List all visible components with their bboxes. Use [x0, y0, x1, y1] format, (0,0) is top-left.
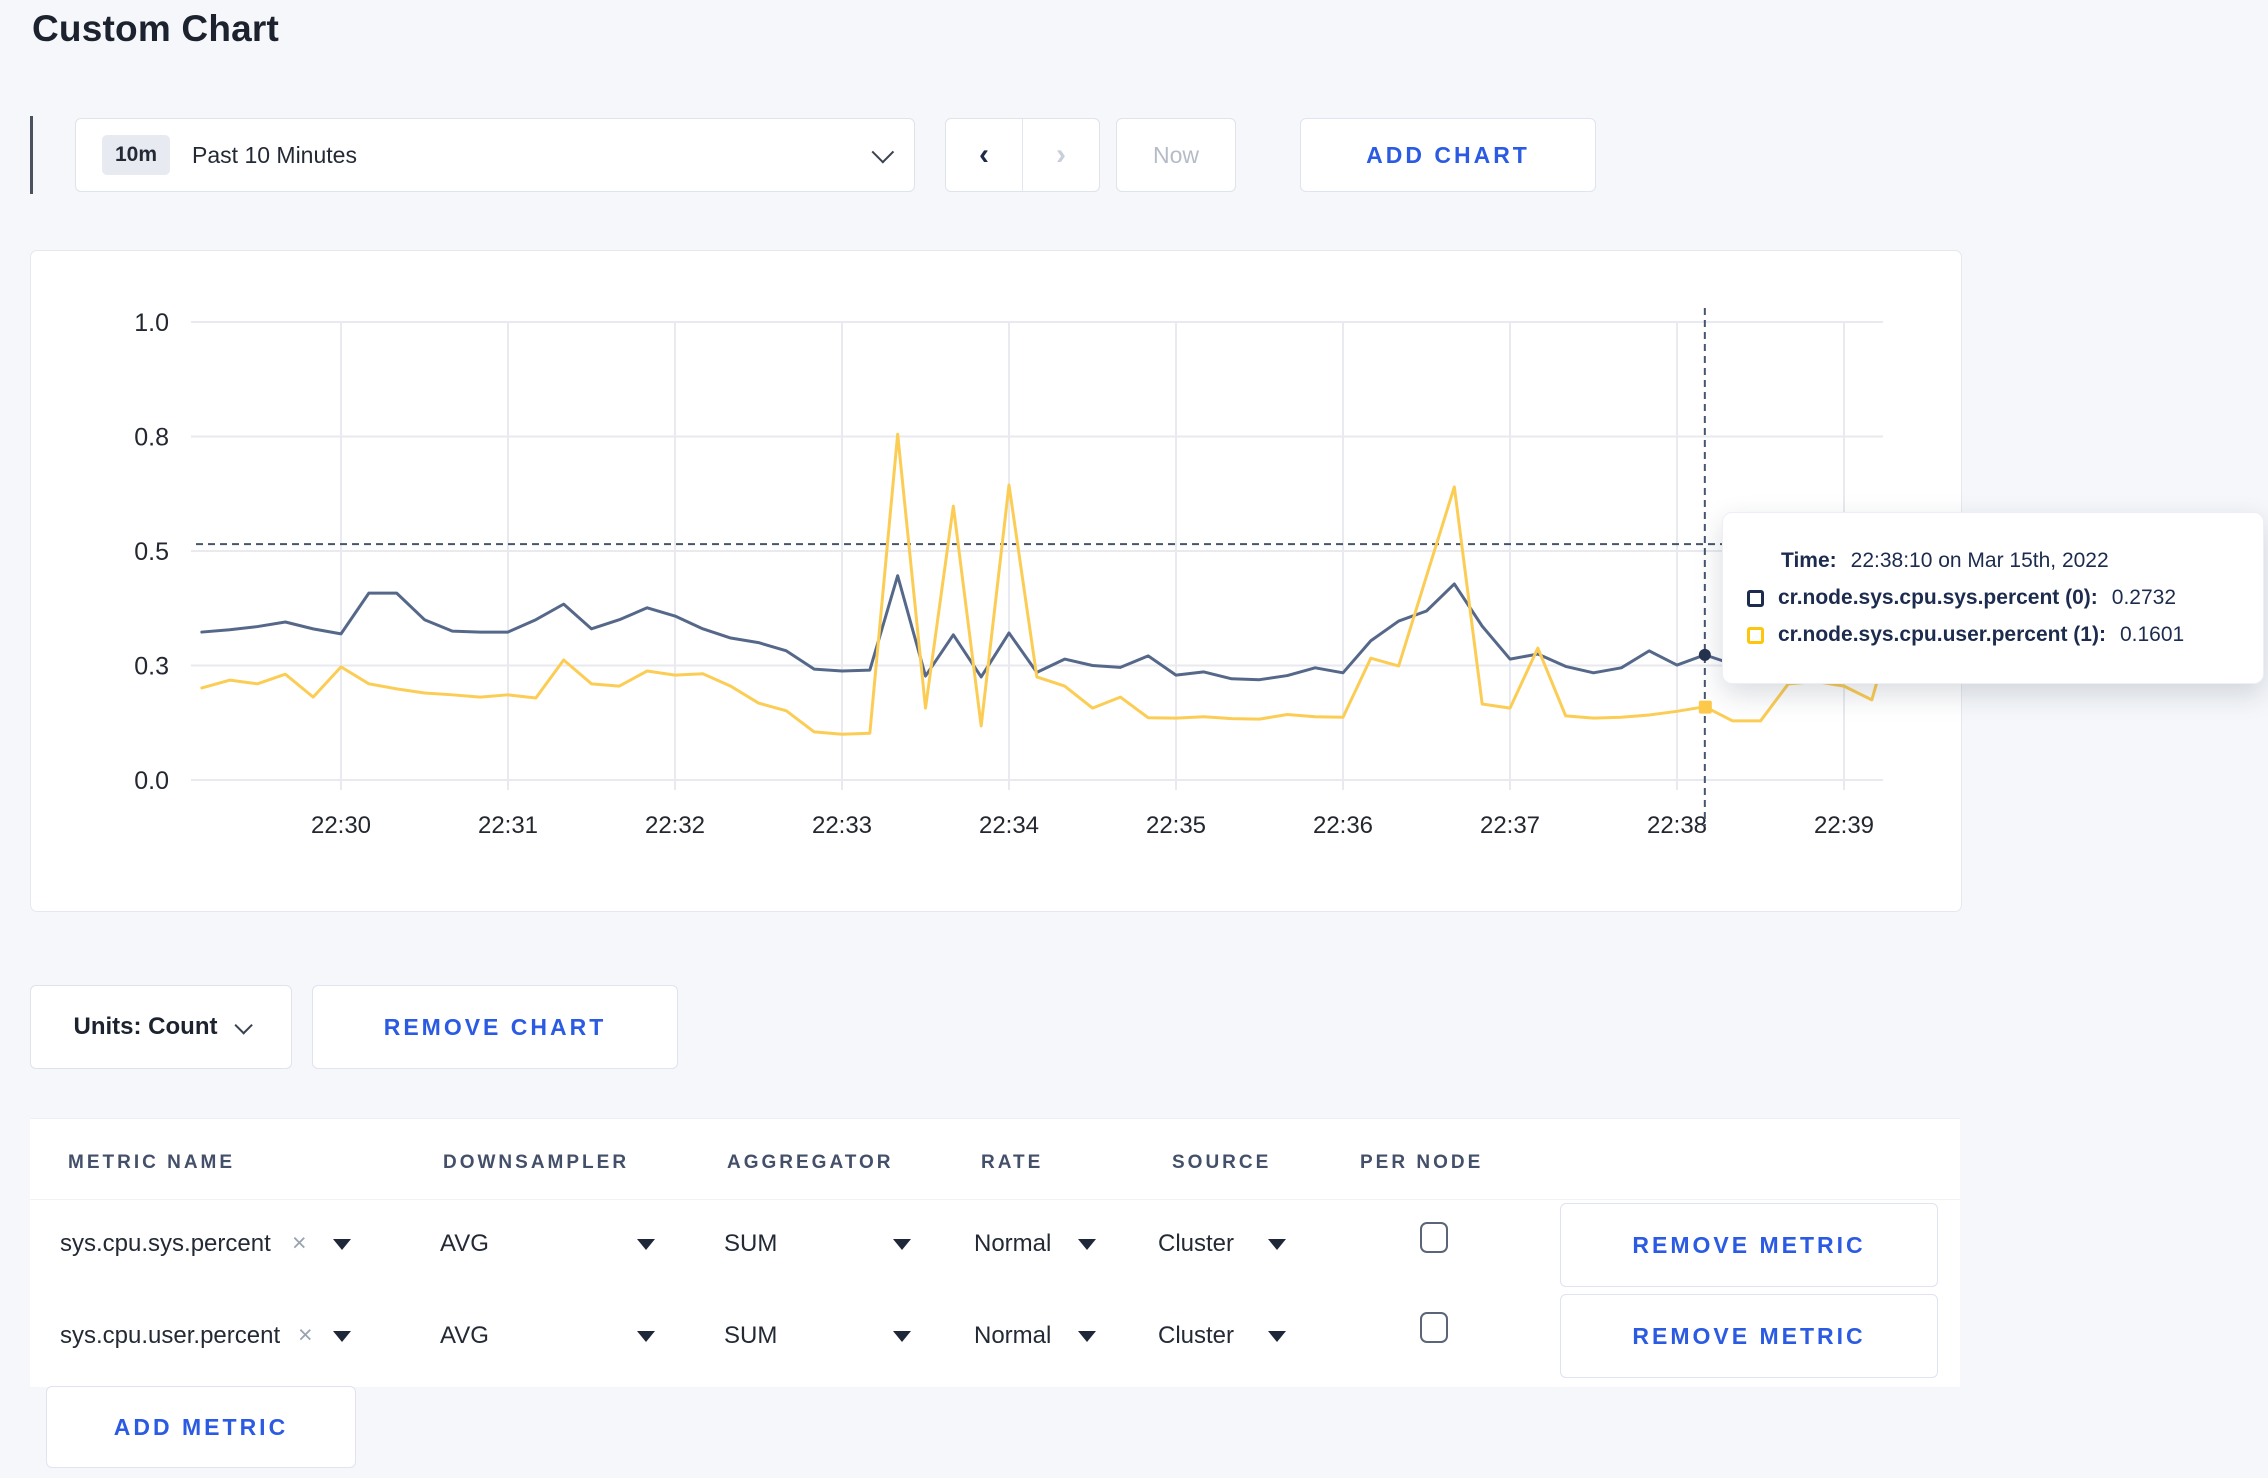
tooltip-series-value: 0.1601 — [2119, 623, 2185, 646]
user-series-legend-square-icon — [1747, 626, 1764, 644]
svg-text:0.0: 0.0 — [134, 767, 169, 795]
col-header-source: SOURCE — [1172, 1152, 1272, 1173]
svg-text:22:35: 22:35 — [1146, 812, 1206, 839]
downsampler-caret-icon[interactable] — [637, 1239, 655, 1250]
tooltip-series-row: cr.node.sys.cpu.sys.percent (0): 0.2732 — [1747, 586, 2239, 610]
tooltip-series-label: cr.node.sys.cpu.sys.percent (0): — [1778, 586, 2098, 609]
rate-select[interactable]: Normal — [974, 1230, 1052, 1257]
metric-name-caret-icon[interactable] — [333, 1239, 351, 1250]
svg-text:22:32: 22:32 — [645, 812, 705, 839]
col-header-aggregator: AGGREGATOR — [727, 1152, 894, 1173]
aggregator-caret-icon[interactable] — [893, 1239, 911, 1250]
svg-text:22:37: 22:37 — [1480, 812, 1540, 839]
time-range-dropdown[interactable]: 10m Past 10 Minutes — [75, 118, 915, 192]
tooltip-series-row: cr.node.sys.cpu.user.percent (1): 0.1601 — [1747, 623, 2239, 647]
tooltip-time-row: Time: 22:38:10 on Mar 15th, 2022 — [1747, 549, 2239, 573]
col-header-rate: RATE — [981, 1152, 1044, 1173]
units-dropdown[interactable]: Units: Count — [30, 985, 292, 1069]
metric-name-select[interactable]: sys.cpu.user.percent — [60, 1322, 281, 1349]
pager-divider — [1022, 119, 1023, 191]
svg-text:22:38: 22:38 — [1647, 812, 1707, 839]
add-metric-button[interactable]: ADD METRIC — [46, 1386, 356, 1468]
tooltip-time-label: Time: — [1781, 549, 1837, 572]
aggregator-caret-icon[interactable] — [893, 1331, 911, 1342]
line-chart-plot[interactable]: 0.0 0.3 0.5 0.8 1.0 22:30 22:31 22:32 22:33 22:34… — [31, 251, 1961, 911]
source-select[interactable]: Cluster — [1158, 1230, 1235, 1257]
source-select[interactable]: Cluster — [1158, 1322, 1235, 1349]
tooltip-time-value: 22:38:10 on Mar 15th, 2022 — [1850, 549, 2109, 572]
downsampler-select[interactable]: AVG — [440, 1230, 489, 1257]
aggregator-select[interactable]: SUM — [724, 1322, 778, 1349]
svg-text:1.0: 1.0 — [134, 309, 169, 337]
svg-text:22:33: 22:33 — [812, 812, 872, 839]
per-node-checkbox[interactable] — [1420, 1222, 1448, 1253]
col-header-metric-name: METRIC NAME — [68, 1152, 236, 1173]
chevron-down-icon — [234, 1015, 254, 1035]
tooltip-series-label: cr.node.sys.cpu.user.percent (1): — [1778, 623, 2106, 646]
sys-series-legend-square-icon — [1747, 589, 1764, 607]
toolbar-left-divider — [30, 116, 33, 194]
now-button[interactable]: Now — [1116, 118, 1236, 192]
remove-metric-button[interactable]: REMOVE METRIC — [1560, 1294, 1938, 1378]
col-header-downsampler: DOWNSAMPLER — [443, 1152, 630, 1173]
time-range-label: Past 10 Minutes — [192, 141, 357, 168]
next-time-button[interactable]: › — [1056, 138, 1066, 171]
source-caret-icon[interactable] — [1268, 1331, 1286, 1342]
svg-text:22:39: 22:39 — [1814, 812, 1874, 839]
aggregator-select[interactable]: SUM — [724, 1230, 778, 1257]
page-title: Custom Chart — [32, 8, 280, 49]
source-caret-icon[interactable] — [1268, 1239, 1286, 1250]
clear-metric-icon[interactable]: × — [298, 1321, 313, 1349]
downsampler-select[interactable]: AVG — [440, 1322, 489, 1349]
per-node-checkbox[interactable] — [1420, 1312, 1448, 1343]
metric-name-caret-icon[interactable] — [333, 1331, 351, 1342]
chart-card: 0.0 0.3 0.5 0.8 1.0 22:30 22:31 22:32 22:33 22:34… — [30, 250, 1962, 912]
metric-name-select[interactable]: sys.cpu.sys.percent — [60, 1230, 271, 1257]
tooltip-series-value: 0.2732 — [2111, 586, 2177, 609]
clear-metric-icon[interactable]: × — [292, 1229, 307, 1257]
svg-text:22:30: 22:30 — [311, 812, 371, 839]
time-range-badge: 10m — [102, 135, 171, 175]
svg-text:0.3: 0.3 — [134, 653, 169, 681]
prev-time-button[interactable]: ‹ — [979, 138, 989, 171]
rate-caret-icon[interactable] — [1078, 1331, 1096, 1342]
col-header-per-node: PER NODE — [1360, 1152, 1484, 1173]
chevron-down-icon — [871, 140, 895, 164]
units-label: Units: Count — [73, 1013, 218, 1040]
add-chart-button[interactable]: ADD CHART — [1300, 118, 1596, 192]
time-pager: ‹ › — [945, 118, 1100, 192]
svg-text:22:31: 22:31 — [478, 812, 538, 839]
svg-text:22:36: 22:36 — [1313, 812, 1373, 839]
remove-chart-button[interactable]: REMOVE CHART — [312, 985, 678, 1069]
rate-caret-icon[interactable] — [1078, 1239, 1096, 1250]
svg-text:0.5: 0.5 — [134, 538, 169, 566]
table-header-divider — [30, 1199, 1960, 1200]
downsampler-caret-icon[interactable] — [637, 1331, 655, 1342]
rate-select[interactable]: Normal — [974, 1322, 1052, 1349]
svg-text:0.8: 0.8 — [134, 424, 169, 452]
svg-text:22:34: 22:34 — [979, 812, 1039, 839]
chart-hover-tooltip: Time: 22:38:10 on Mar 15th, 2022 cr.node… — [1722, 512, 2264, 684]
remove-metric-button[interactable]: REMOVE METRIC — [1560, 1203, 1938, 1287]
